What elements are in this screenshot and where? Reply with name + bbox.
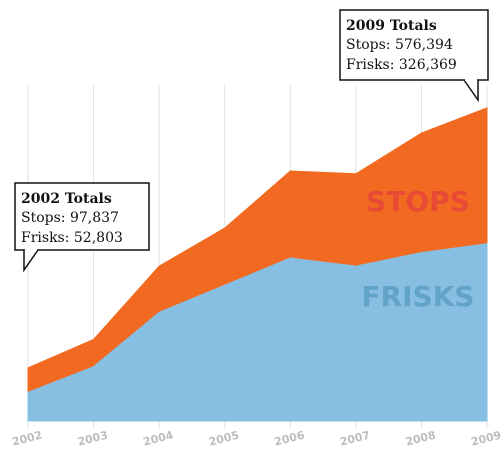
x-tick-label: 2002 xyxy=(11,429,44,449)
x-tick-label: 2006 xyxy=(273,429,306,449)
callout-pointer xyxy=(463,79,479,103)
callout-pointer xyxy=(23,249,39,273)
callout-title: 2002 Totals xyxy=(21,191,112,207)
x-tick-label: 2009 xyxy=(470,429,503,449)
callout-line: Frisks: 326,369 xyxy=(346,57,457,73)
callout-box xyxy=(14,182,150,251)
area xyxy=(27,243,488,422)
callout-line: Stops: 97,837 xyxy=(21,210,119,226)
x-tick-label: 2007 xyxy=(339,429,372,449)
callout: 2002 Totals Stops: 97,837 Frisks: 52,803 xyxy=(14,182,150,273)
x-tick-label: 2004 xyxy=(142,429,175,449)
callout-box xyxy=(339,9,489,81)
callout: 2009 Totals Stops: 576,394 Frisks: 326,369 xyxy=(339,9,489,103)
callout-line: Frisks: 52,803 xyxy=(21,230,123,246)
callout-title: 2009 Totals xyxy=(346,18,437,34)
x-tick-label: 2008 xyxy=(404,429,437,449)
x-tick-label: 2003 xyxy=(76,429,109,449)
series-label: FRISKS xyxy=(361,280,474,313)
series-label: STOPS xyxy=(366,185,470,218)
callout-line: Stops: 576,394 xyxy=(346,37,453,53)
x-tick-label: 2005 xyxy=(207,429,240,449)
